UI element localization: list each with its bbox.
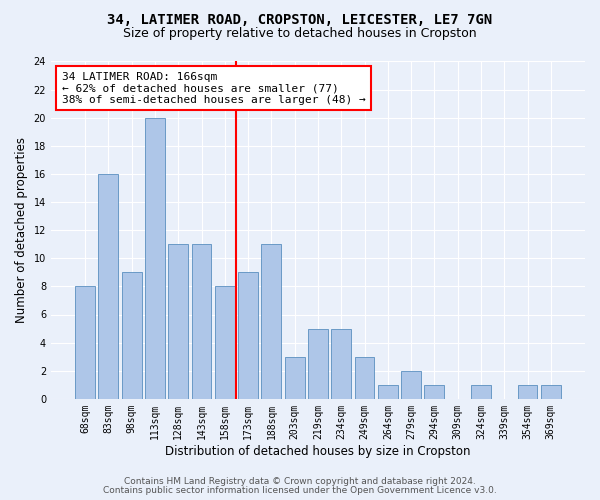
Bar — [331, 328, 351, 399]
Bar — [518, 385, 538, 399]
Bar — [262, 244, 281, 399]
Text: 34, LATIMER ROAD, CROPSTON, LEICESTER, LE7 7GN: 34, LATIMER ROAD, CROPSTON, LEICESTER, L… — [107, 12, 493, 26]
Bar — [122, 272, 142, 399]
Bar — [541, 385, 561, 399]
Text: Contains HM Land Registry data © Crown copyright and database right 2024.: Contains HM Land Registry data © Crown c… — [124, 477, 476, 486]
Bar — [424, 385, 444, 399]
Bar — [75, 286, 95, 399]
Bar — [191, 244, 211, 399]
Bar — [355, 356, 374, 399]
Y-axis label: Number of detached properties: Number of detached properties — [15, 137, 28, 323]
Bar — [98, 174, 118, 399]
Bar — [285, 356, 305, 399]
Text: Size of property relative to detached houses in Cropston: Size of property relative to detached ho… — [123, 28, 477, 40]
Bar — [471, 385, 491, 399]
X-axis label: Distribution of detached houses by size in Cropston: Distribution of detached houses by size … — [165, 444, 471, 458]
Bar — [169, 244, 188, 399]
Bar — [308, 328, 328, 399]
Bar — [401, 370, 421, 399]
Bar — [145, 118, 165, 399]
Bar — [378, 385, 398, 399]
Bar — [238, 272, 258, 399]
Bar — [215, 286, 235, 399]
Text: 34 LATIMER ROAD: 166sqm
← 62% of detached houses are smaller (77)
38% of semi-de: 34 LATIMER ROAD: 166sqm ← 62% of detache… — [62, 72, 365, 105]
Text: Contains public sector information licensed under the Open Government Licence v3: Contains public sector information licen… — [103, 486, 497, 495]
